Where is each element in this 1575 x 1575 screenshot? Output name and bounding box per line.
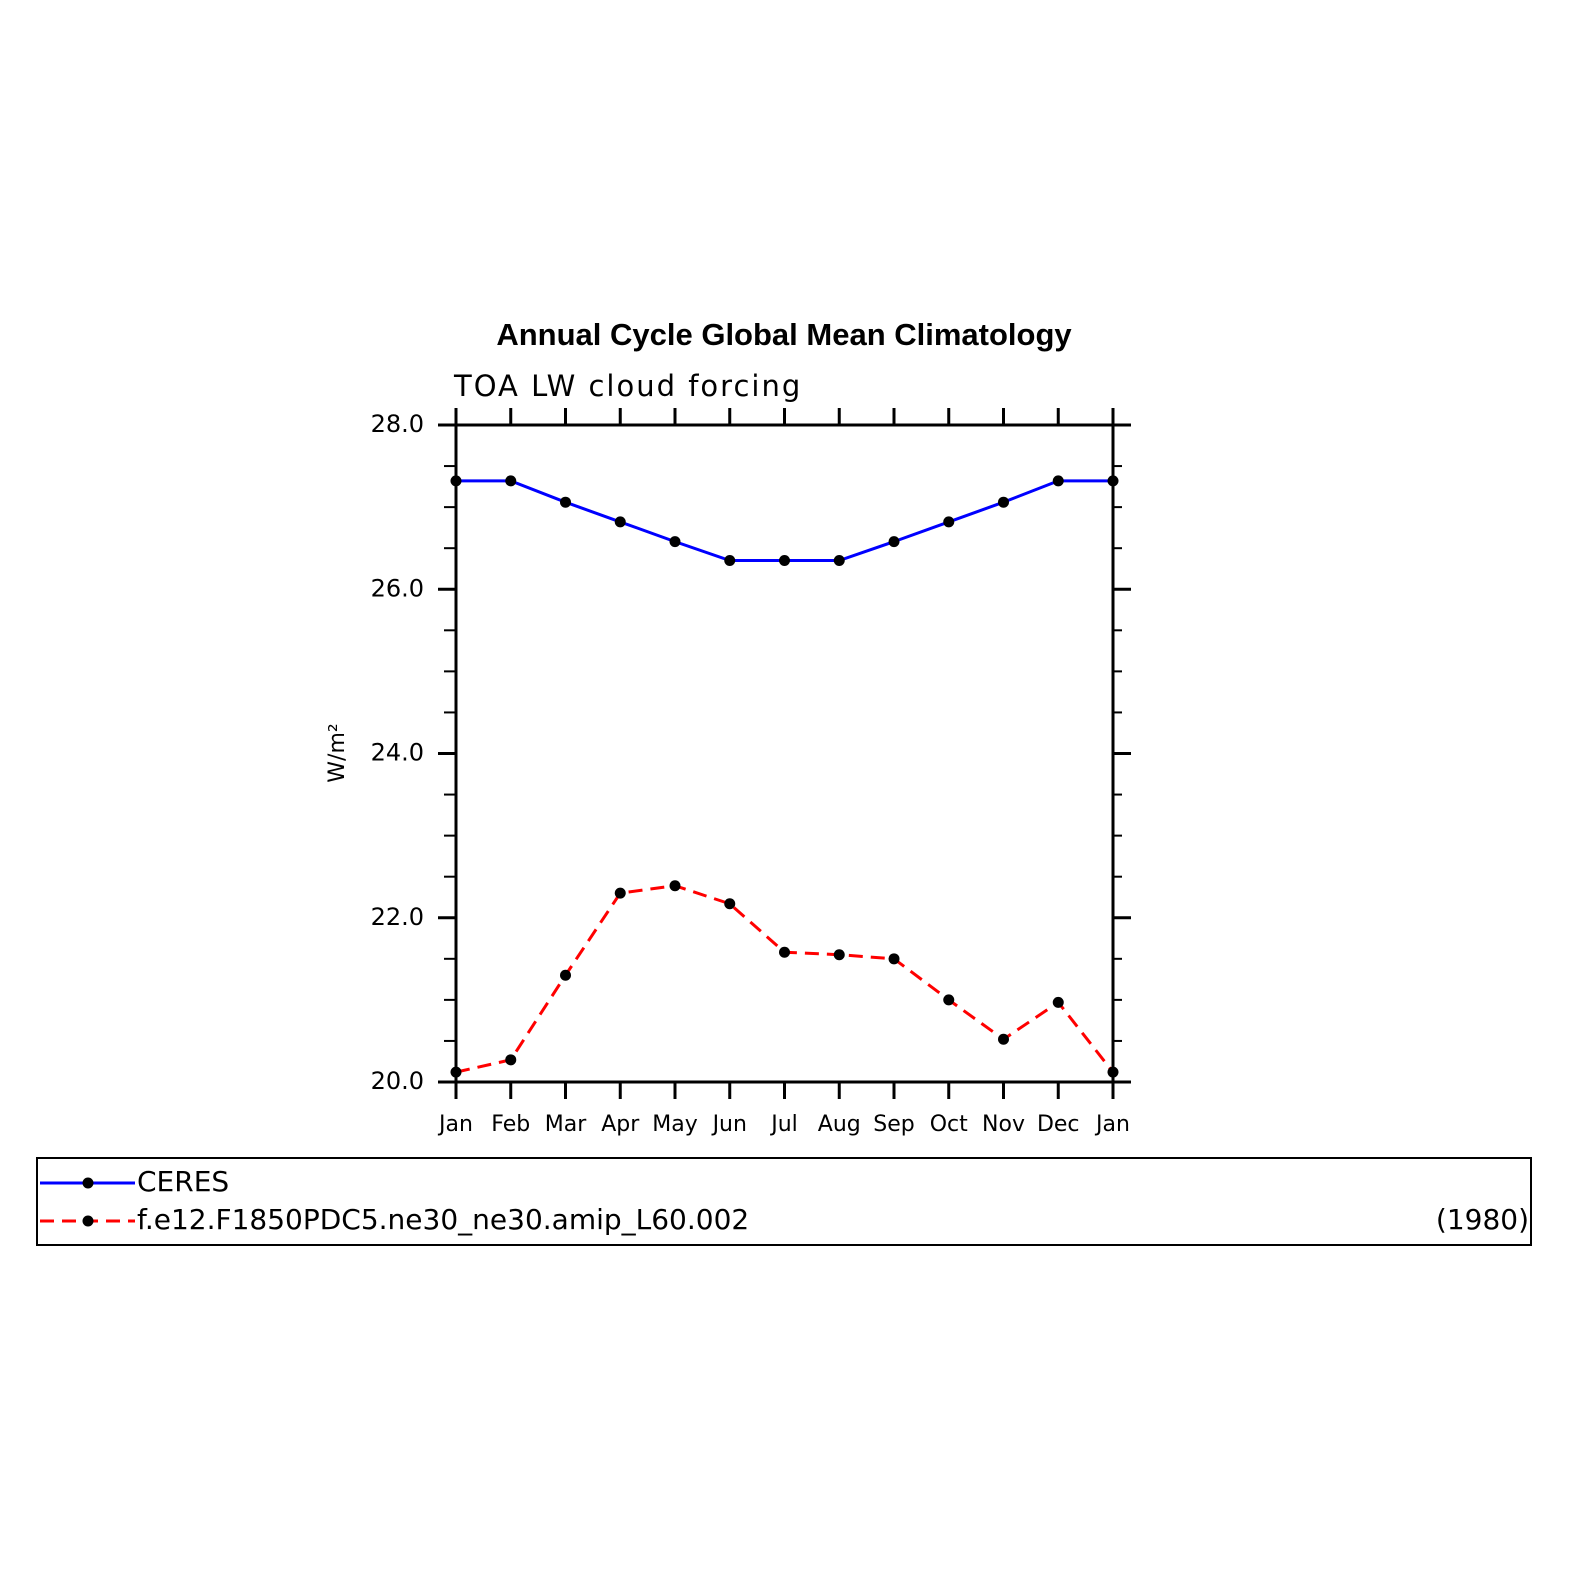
marker [505,1054,517,1066]
x-tick-label: Dec [1037,1112,1080,1137]
x-tick-label: Aug [818,1112,861,1137]
marker [943,516,955,528]
marker [1052,475,1064,487]
x-tick-label: May [652,1112,697,1137]
y-tick-label: 28.0 [371,410,424,438]
x-tick-label: Jan [1094,1112,1130,1137]
marker [833,555,845,567]
chart-title: Annual Cycle Global Mean Climatology [496,317,1072,352]
x-tick-label: Jun [711,1112,747,1137]
marker [614,887,626,899]
marker [998,496,1009,508]
plot-frame [454,423,1115,1084]
legend-period: (1980) [1436,1203,1529,1236]
marker [450,475,462,487]
x-tick-label: Feb [491,1112,530,1137]
x-tick-label: Sep [873,1112,914,1137]
marker [724,898,736,910]
legend-label: CERES [137,1165,229,1198]
x-tick-label: Jul [769,1112,798,1137]
legend-marker [82,1215,94,1227]
series-line [456,479,1113,563]
marker [943,994,955,1006]
marker [1052,996,1064,1008]
series-line [455,884,1115,1074]
marker [505,475,517,487]
marker [560,496,571,508]
marker [779,946,790,958]
marker [614,516,626,528]
chart-subtitle: TOA LW cloud forcing [453,369,802,403]
y-tick-label: 24.0 [371,739,424,767]
marker [1107,1066,1119,1078]
marker [450,1066,462,1078]
marker [888,953,900,965]
legend-label: f.e12.F1850PDC5.ne30_ne30.amip_L60.002 [137,1203,749,1236]
marker [779,555,790,567]
legend-marker [82,1177,94,1189]
marker [1107,475,1119,487]
y-tick-label: 20.0 [371,1067,424,1095]
x-tick-label: Jan [437,1112,473,1137]
y-axis-label: W/m² [325,723,350,782]
marker [724,555,736,567]
marker [669,536,681,548]
y-tick-label: 22.0 [371,903,424,931]
marker [669,880,681,892]
x-tick-label: Mar [545,1112,587,1137]
x-tick-label: Oct [930,1112,968,1137]
x-tick-label: Apr [601,1112,640,1137]
marker [998,1033,1009,1045]
x-tick-label: Nov [982,1112,1025,1137]
marker [888,536,900,548]
marker [560,969,571,981]
legend-box [36,1157,1532,1246]
marker [833,949,845,961]
y-tick-label: 26.0 [371,574,424,602]
